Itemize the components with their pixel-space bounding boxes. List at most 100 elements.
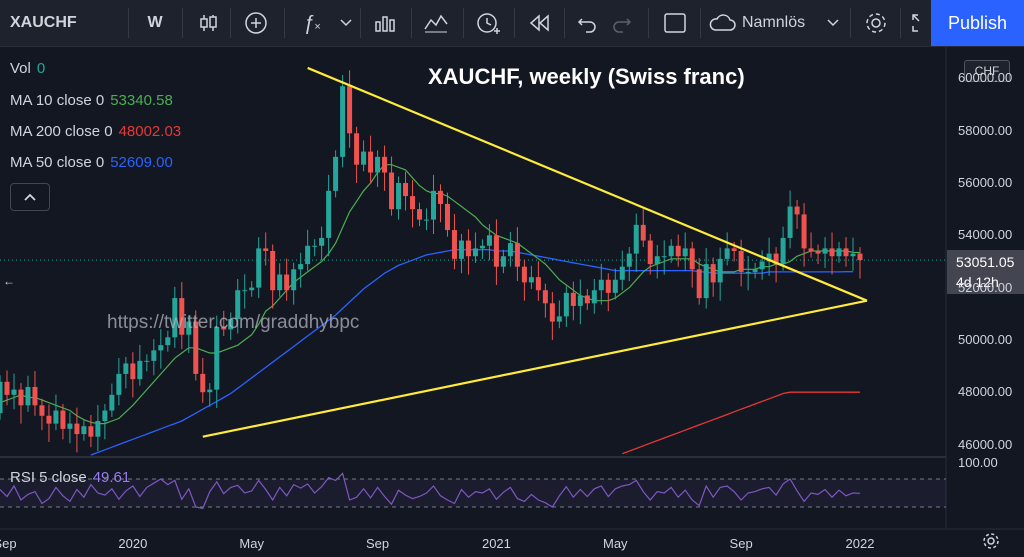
chart-annotation-title: XAUCHF, weekly (Swiss franc) (428, 64, 745, 89)
time-tick-label: Sep (0, 536, 17, 551)
candle-body (640, 224, 646, 241)
candle (340, 74, 346, 168)
candle (214, 315, 220, 408)
candle (95, 405, 101, 452)
chevron-down-icon[interactable] (336, 0, 356, 46)
candle (368, 135, 374, 183)
candle (612, 268, 618, 300)
candle (808, 232, 814, 258)
candle (123, 356, 129, 389)
candle-body (179, 298, 185, 335)
candle (242, 274, 248, 309)
indicators-icon[interactable]: ƒ × (303, 11, 321, 34)
candle-body (382, 156, 388, 173)
candle (794, 200, 800, 229)
chevron-down-icon[interactable] (823, 0, 843, 46)
candle-body (738, 251, 744, 272)
candle-body (193, 321, 199, 374)
toolbar-divider (182, 8, 183, 38)
rsi-label: RSI 5 close (10, 469, 87, 486)
collapse-legend-button[interactable] (10, 183, 50, 211)
candle (102, 404, 108, 440)
fullscreen-square-icon[interactable] (659, 0, 691, 46)
candle (375, 150, 381, 187)
undo-icon[interactable] (573, 0, 601, 46)
candle-body (605, 279, 611, 293)
last-price-label: 53051.05 4d 12h (947, 250, 1024, 294)
candle (829, 232, 835, 275)
candle-body (850, 253, 856, 257)
candle (801, 203, 807, 267)
candle (773, 247, 779, 283)
candle-body (703, 264, 709, 299)
candle (696, 258, 702, 305)
expand-icon[interactable] (910, 0, 932, 46)
candle (319, 226, 325, 261)
legend-ma50-value: 52609.00 (110, 154, 173, 171)
candle-body (326, 190, 332, 238)
candle-body (95, 421, 101, 437)
candle (689, 241, 695, 288)
add-indicator-icon[interactable] (240, 0, 272, 46)
candle (74, 407, 80, 453)
legend-vol-value: 0 (36, 60, 46, 77)
candles-icon[interactable] (193, 0, 223, 46)
candle-body (305, 245, 311, 265)
candle-body (689, 248, 695, 270)
price-tick-label: 58000.00 (958, 122, 1013, 138)
candle-body (186, 321, 192, 335)
templates-icon[interactable] (369, 0, 401, 46)
candle (745, 255, 751, 291)
candle-body (696, 269, 702, 299)
candle-body (116, 373, 122, 395)
candle (444, 192, 450, 237)
scroll-left-icon[interactable]: ← (3, 274, 15, 288)
candle-body (451, 230, 457, 259)
time-tick-label: May (603, 536, 628, 551)
candle (32, 371, 38, 416)
candle (759, 250, 765, 280)
publish-button[interactable]: Publish (931, 0, 1024, 46)
candle (172, 286, 178, 348)
candle (81, 419, 87, 441)
candle-body (437, 190, 443, 204)
candle-body (808, 248, 814, 251)
time-tick-label: Sep (729, 536, 753, 551)
layout-menu[interactable]: Namnlös (708, 0, 818, 46)
candle (431, 174, 436, 234)
toolbar-divider (360, 8, 361, 38)
alert-clock-icon[interactable] (470, 0, 506, 46)
candle (424, 208, 430, 231)
candle-body (137, 360, 143, 380)
candle-body (74, 423, 80, 435)
candle-body (668, 245, 674, 257)
compare-icon[interactable] (420, 0, 452, 46)
candle-body (53, 410, 59, 424)
candle-body (284, 274, 290, 291)
legend-ma50[interactable]: MA 50 close 0 52609.00 (10, 154, 173, 171)
candle (479, 239, 485, 259)
candle-body (11, 389, 17, 395)
legend-ma200[interactable]: MA 200 close 0 48002.03 (10, 123, 181, 140)
interval-button[interactable]: W (147, 14, 163, 31)
candle (46, 404, 52, 442)
gear-icon[interactable] (860, 0, 892, 46)
symbol-search[interactable]: XAUCHF (10, 14, 77, 31)
candle (277, 263, 283, 297)
currency-button[interactable]: CHF (964, 60, 1010, 82)
candle (88, 414, 94, 448)
redo-icon[interactable] (608, 0, 636, 46)
candle (549, 292, 555, 340)
rsi-legend[interactable]: RSI 5 close 49.61 (10, 469, 130, 486)
candle-body (682, 248, 688, 257)
replay-icon[interactable] (524, 0, 556, 46)
candle (500, 249, 506, 274)
candle (298, 252, 304, 288)
candle (144, 354, 150, 372)
time-tick-label: 2022 (845, 536, 875, 551)
candle-body (514, 243, 520, 267)
gear-icon[interactable] (981, 531, 1001, 551)
price-tick-label: 54000.00 (958, 227, 1013, 243)
legend-ma10[interactable]: MA 10 close 0 53340.58 (10, 92, 173, 109)
